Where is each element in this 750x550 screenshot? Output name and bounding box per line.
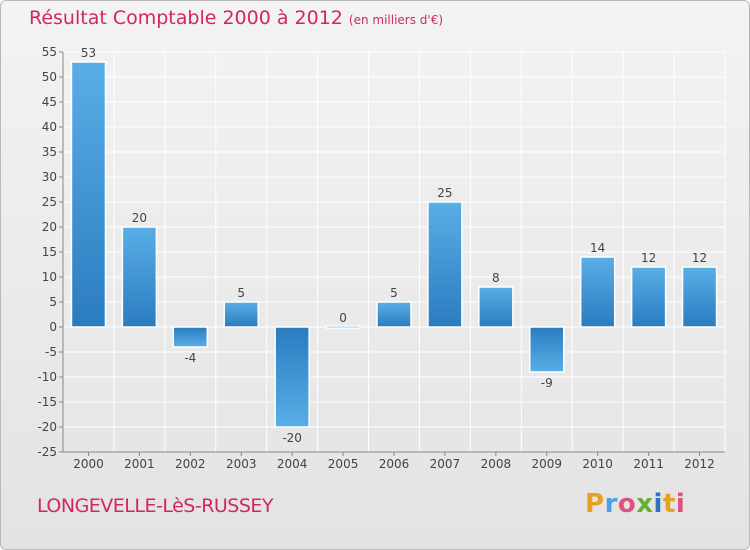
chart-title: Résultat Comptable 2000 à 2012 (en millie…	[29, 7, 443, 29]
x-tick-label: 2004	[277, 457, 308, 471]
bar	[681, 266, 718, 328]
data-label: 14	[590, 241, 605, 255]
x-tick-label: 2005	[328, 457, 359, 471]
bar	[325, 325, 361, 329]
y-tick-label: 0	[49, 320, 57, 334]
data-label: -9	[541, 376, 553, 390]
data-label: 12	[692, 251, 707, 265]
bar-layer	[70, 61, 718, 428]
data-label: 8	[492, 271, 500, 285]
data-label: 20	[132, 211, 147, 225]
bar	[172, 326, 209, 348]
data-label: 12	[641, 251, 656, 265]
y-tick-label: 35	[42, 145, 57, 159]
chart-subtitle: (en milliers d'€)	[348, 13, 444, 27]
bar	[630, 266, 667, 328]
x-tick-label: 2010	[582, 457, 613, 471]
y-tick-label: 55	[42, 45, 57, 59]
data-label: 0	[339, 311, 347, 325]
bar	[427, 201, 463, 328]
y-tick-label: 5	[49, 295, 57, 309]
bar	[376, 301, 412, 328]
y-tick-label: -10	[37, 370, 57, 384]
axis-layer: 5550454035302520151050-5-10-15-20-252000…	[37, 45, 725, 471]
x-tick-label: 2001	[124, 457, 155, 471]
y-tick-label: 30	[42, 170, 57, 184]
x-tick-label: 2008	[481, 457, 512, 471]
bar	[274, 326, 310, 428]
x-tick-label: 2011	[633, 457, 664, 471]
y-tick-label: -20	[37, 420, 57, 434]
bar	[70, 61, 107, 328]
bar	[579, 256, 616, 328]
proxiti-logo[interactable]: Proxiti	[585, 489, 686, 519]
y-tick-label: -5	[45, 345, 57, 359]
data-label: -4	[184, 351, 196, 365]
x-tick-label: 2007	[430, 457, 461, 471]
bar	[121, 226, 158, 328]
data-label: 53	[81, 46, 96, 60]
y-tick-label: -25	[37, 445, 57, 459]
y-tick-label: 45	[42, 95, 57, 109]
commune-name: LONGEVELLE-LèS-RUSSEY	[37, 495, 274, 517]
y-tick-label: -15	[37, 395, 57, 409]
x-tick-label: 2000	[73, 457, 104, 471]
x-tick-label: 2012	[684, 457, 715, 471]
bar	[529, 326, 565, 373]
data-label: -20	[282, 431, 302, 445]
data-label: 5	[237, 286, 245, 300]
grid-layer	[62, 51, 726, 453]
x-tick-label: 2002	[175, 457, 206, 471]
y-tick-label: 25	[42, 195, 57, 209]
y-tick-label: 20	[42, 220, 57, 234]
bar	[223, 301, 259, 328]
data-label: 25	[437, 186, 452, 200]
data-label: 5	[390, 286, 398, 300]
bar	[478, 286, 514, 328]
x-tick-label: 2009	[531, 457, 562, 471]
y-tick-label: 40	[42, 120, 57, 134]
y-tick-label: 15	[42, 245, 57, 259]
y-tick-label: 10	[42, 270, 57, 284]
label-layer: 53 20 -4 5 -20 0 5 25 8 -9 14 12 12	[81, 46, 707, 445]
chart-title-text: Résultat Comptable 2000 à 2012	[29, 7, 343, 29]
y-tick-label: 50	[42, 70, 57, 84]
x-tick-label: 2003	[226, 457, 257, 471]
x-tick-label: 2006	[379, 457, 410, 471]
